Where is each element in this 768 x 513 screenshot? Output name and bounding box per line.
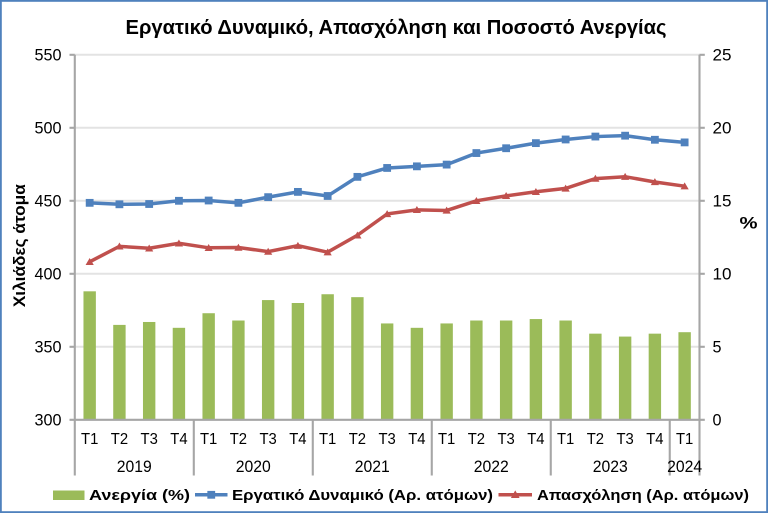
svg-text:25: 25 (713, 47, 732, 65)
svg-text:T1: T1 (557, 431, 574, 448)
svg-text:Απασχόληση (Αρ. ατόμων): Απασχόληση (Αρ. ατόμων) (537, 487, 749, 504)
svg-text:2020: 2020 (236, 458, 271, 476)
svg-text:T1: T1 (676, 431, 693, 448)
svg-text:400: 400 (35, 266, 62, 284)
svg-text:T4: T4 (646, 431, 663, 448)
svg-text:500: 500 (35, 120, 62, 138)
svg-text:0: 0 (713, 412, 722, 430)
svg-text:%: % (740, 214, 758, 233)
svg-text:15: 15 (713, 193, 732, 211)
svg-text:2023: 2023 (593, 458, 628, 476)
svg-text:T3: T3 (497, 431, 514, 448)
svg-text:T3: T3 (379, 431, 396, 448)
svg-text:450: 450 (35, 193, 62, 211)
svg-text:T4: T4 (527, 431, 544, 448)
svg-text:20: 20 (713, 120, 732, 138)
svg-text:T2: T2 (111, 431, 128, 448)
svg-text:Εργατικό Δυναμικό (Αρ. ατόμων): Εργατικό Δυναμικό (Αρ. ατόμων) (232, 487, 493, 504)
svg-text:T1: T1 (81, 431, 98, 448)
svg-text:T1: T1 (319, 431, 336, 448)
svg-text:2019: 2019 (117, 458, 152, 476)
svg-text:2022: 2022 (474, 458, 509, 476)
svg-text:T3: T3 (141, 431, 158, 448)
svg-text:350: 350 (35, 339, 62, 357)
svg-text:T2: T2 (230, 431, 247, 448)
svg-text:300: 300 (35, 412, 62, 430)
svg-text:T2: T2 (349, 431, 366, 448)
svg-text:T2: T2 (587, 431, 604, 448)
svg-text:T3: T3 (260, 431, 277, 448)
svg-text:2024: 2024 (667, 458, 702, 476)
svg-text:550: 550 (35, 47, 62, 65)
svg-text:T1: T1 (438, 431, 455, 448)
svg-text:Ανεργία (%): Ανεργία (%) (89, 487, 190, 504)
svg-text:T4: T4 (170, 431, 187, 448)
svg-text:Εργατικό Δυναμικό, Απασχόληση: Εργατικό Δυναμικό, Απασχόληση και Ποσοστ… (126, 17, 667, 39)
svg-text:T4: T4 (408, 431, 425, 448)
svg-text:T4: T4 (289, 431, 306, 448)
svg-text:T1: T1 (200, 431, 217, 448)
svg-text:10: 10 (713, 266, 732, 284)
svg-text:Χιλιάδες άτομα: Χιλιάδες άτομα (11, 184, 29, 307)
svg-text:2021: 2021 (355, 458, 390, 476)
svg-text:T2: T2 (468, 431, 485, 448)
svg-text:5: 5 (713, 339, 722, 357)
svg-text:T3: T3 (616, 431, 633, 448)
